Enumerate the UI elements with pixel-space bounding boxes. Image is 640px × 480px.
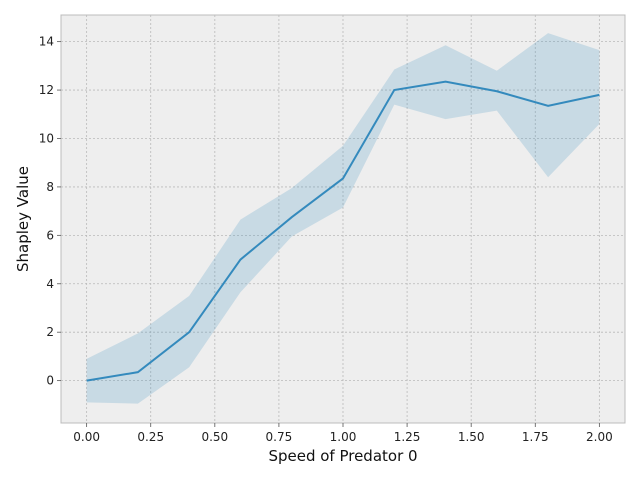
x-tick-label: 1.75	[522, 430, 549, 444]
y-tick-label: 8	[46, 180, 54, 194]
x-tick-label: 0.50	[201, 430, 228, 444]
y-tick-label: 10	[39, 131, 54, 145]
x-tick-label: 0.00	[73, 430, 100, 444]
grid	[61, 15, 625, 423]
x-tick-label: 0.25	[137, 430, 164, 444]
x-tick-label: 0.75	[266, 430, 293, 444]
x-tick-label: 1.25	[394, 430, 421, 444]
y-tick-label: 6	[46, 228, 54, 242]
y-tick-label: 14	[39, 35, 54, 49]
series-line	[86, 80, 600, 382]
y-tick-label: 4	[46, 277, 54, 291]
x-tick-label: 2.00	[586, 430, 613, 444]
x-axis-ticks: 0.00 0.25 0.50 0.75 1.00 1.25 1.50 1.75 2.00	[73, 423, 613, 444]
x-tick-label: 1.50	[458, 430, 485, 444]
y-tick-label: 12	[39, 83, 54, 97]
x-tick-label: 1.00	[330, 430, 357, 444]
x-axis-label: Speed of Predator 0	[268, 447, 417, 465]
y-tick-label: 2	[46, 325, 54, 339]
confidence-band	[86, 33, 600, 404]
y-axis-ticks: 0 2 4 6 8 10 12 14	[39, 35, 61, 388]
y-axis-label: Shapley Value	[14, 166, 32, 272]
y-tick-label: 0	[46, 374, 54, 388]
